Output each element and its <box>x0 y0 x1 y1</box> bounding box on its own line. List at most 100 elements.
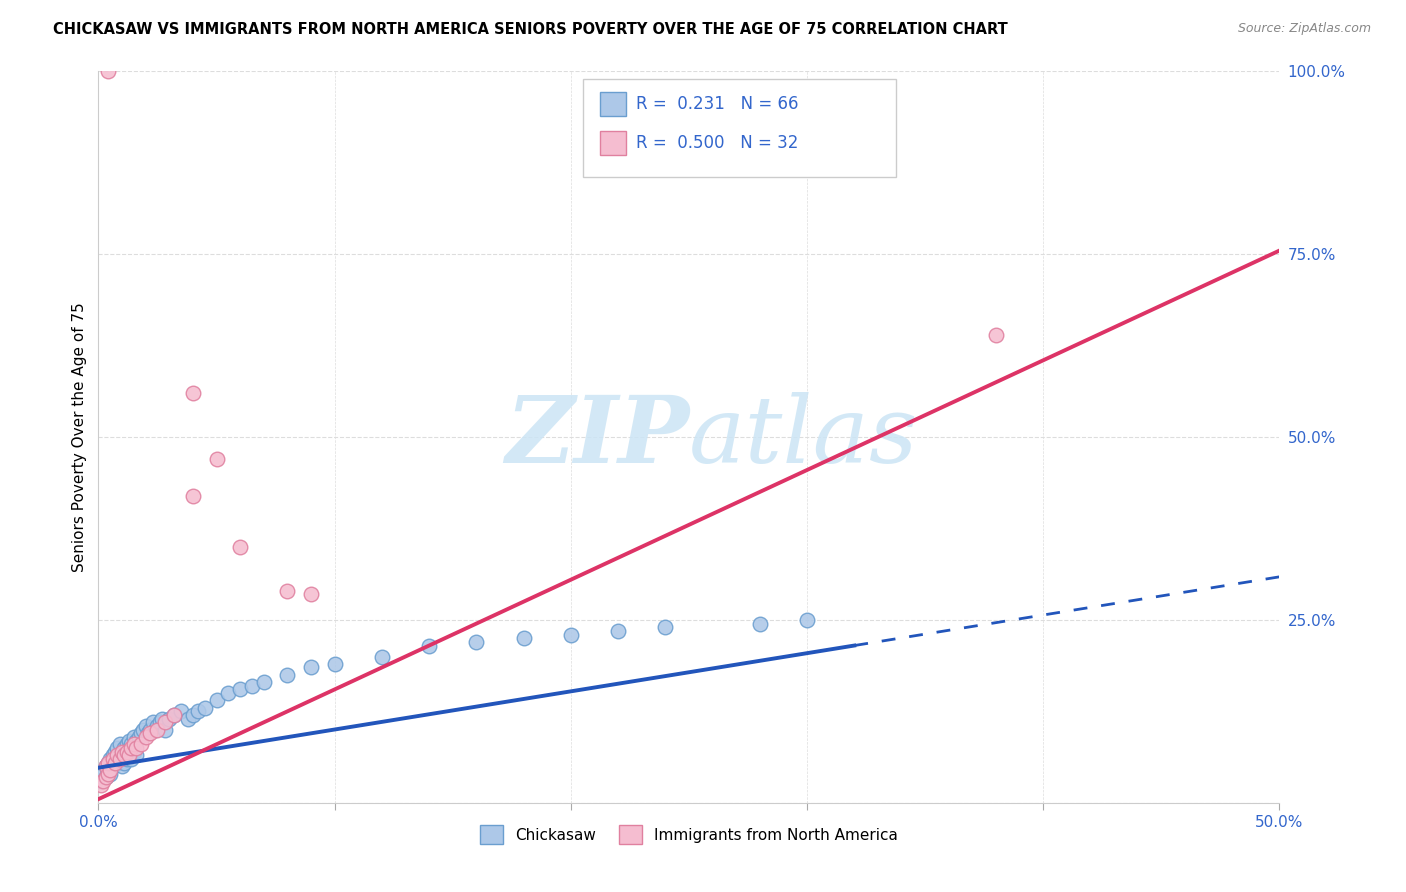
Point <box>135 719 157 733</box>
Point <box>91 773 114 788</box>
Point <box>98 752 121 766</box>
Point <box>115 737 138 751</box>
Point <box>125 740 148 755</box>
Point <box>108 737 131 751</box>
Text: ZIP: ZIP <box>505 392 689 482</box>
Point <box>240 679 263 693</box>
Point <box>111 745 134 759</box>
Point <box>112 748 135 763</box>
Point <box>157 712 180 726</box>
Point <box>104 756 127 770</box>
Point <box>122 730 145 744</box>
Point <box>560 627 582 641</box>
Point <box>187 705 209 719</box>
Point <box>139 726 162 740</box>
Point <box>115 752 138 766</box>
Point <box>111 759 134 773</box>
Point <box>94 770 117 784</box>
Point <box>153 715 176 730</box>
Point <box>125 748 148 763</box>
Text: R =  0.500   N = 32: R = 0.500 N = 32 <box>636 134 799 152</box>
Point <box>118 733 141 747</box>
Point <box>323 657 346 671</box>
Point <box>104 745 127 759</box>
Point <box>125 733 148 747</box>
Point <box>512 632 534 646</box>
Point <box>153 723 176 737</box>
Point <box>122 737 145 751</box>
Point <box>118 748 141 763</box>
Point <box>111 745 134 759</box>
Point <box>796 613 818 627</box>
Point <box>253 675 276 690</box>
Point <box>163 708 186 723</box>
Point <box>108 748 131 763</box>
Legend: Chickasaw, Immigrants from North America: Chickasaw, Immigrants from North America <box>474 819 904 850</box>
Point <box>136 726 159 740</box>
Point <box>181 386 204 401</box>
Point <box>97 756 120 770</box>
Point <box>276 583 298 598</box>
Point <box>115 745 138 759</box>
Point <box>139 723 162 737</box>
Point <box>170 705 193 719</box>
Text: R =  0.231   N = 66: R = 0.231 N = 66 <box>636 95 799 113</box>
Point <box>465 635 488 649</box>
Point <box>94 759 117 773</box>
Point <box>121 740 143 755</box>
Point <box>101 759 124 773</box>
Point <box>132 723 155 737</box>
Point <box>112 756 135 770</box>
FancyBboxPatch shape <box>582 78 896 178</box>
Point <box>97 766 120 780</box>
Point <box>101 748 124 763</box>
Point <box>121 737 143 751</box>
Point <box>149 715 172 730</box>
Point <box>143 723 166 737</box>
Point <box>181 489 204 503</box>
Point <box>177 712 200 726</box>
Point <box>112 740 135 755</box>
Bar <box>600 92 626 116</box>
Point <box>105 752 128 766</box>
Point <box>299 660 322 674</box>
Point <box>276 667 298 681</box>
Point <box>122 745 145 759</box>
Point <box>418 639 440 653</box>
Point <box>217 686 239 700</box>
Point <box>135 730 157 744</box>
Point <box>94 759 117 773</box>
Point <box>105 748 128 763</box>
Point <box>748 616 770 631</box>
Point <box>146 723 169 737</box>
Point <box>101 752 124 766</box>
Point <box>205 452 228 467</box>
Point <box>229 540 252 554</box>
Point <box>128 730 150 744</box>
Point <box>105 740 128 755</box>
Point <box>205 693 228 707</box>
Point <box>299 587 322 601</box>
Point <box>97 756 120 770</box>
Point <box>90 773 112 788</box>
Point <box>371 649 394 664</box>
Point <box>607 624 630 638</box>
Point <box>90 778 112 792</box>
Point <box>229 682 252 697</box>
Point <box>984 327 1007 342</box>
Point <box>97 763 120 777</box>
Text: CHICKASAW VS IMMIGRANTS FROM NORTH AMERICA SENIORS POVERTY OVER THE AGE OF 75 CO: CHICKASAW VS IMMIGRANTS FROM NORTH AMERI… <box>53 22 1008 37</box>
Point <box>91 766 114 780</box>
Point <box>150 712 173 726</box>
Point <box>94 770 117 784</box>
Point <box>142 715 165 730</box>
Point <box>118 748 141 763</box>
Bar <box>600 131 626 155</box>
Point <box>98 763 121 777</box>
Point <box>121 752 143 766</box>
Point <box>97 64 120 78</box>
Point <box>108 752 131 766</box>
Point <box>163 708 186 723</box>
Point <box>181 708 204 723</box>
Point <box>129 726 152 740</box>
